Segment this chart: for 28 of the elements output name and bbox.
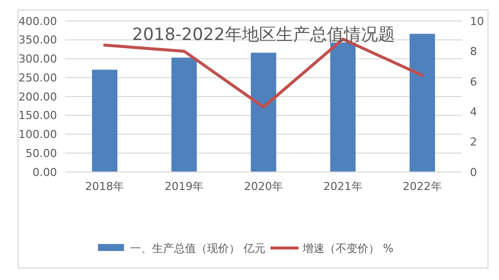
bar [92, 70, 118, 172]
bar [330, 42, 356, 172]
y-tick-label: 50.00 [26, 146, 57, 160]
y2-tick-label: 8 [470, 45, 477, 58]
x-tick-label: 2021年 [323, 180, 362, 193]
y-tick-label: 350.00 [18, 34, 57, 47]
y-tick-label: 300.00 [18, 52, 57, 66]
bar [250, 52, 276, 172]
y-tick-label: 0.00 [32, 166, 57, 179]
bar [410, 34, 436, 172]
y2-tick-label: 10 [470, 14, 484, 28]
x-tick-label: 2018年 [85, 180, 124, 193]
y-tick-label: 150.00 [18, 109, 57, 122]
bar [171, 58, 197, 172]
x-tick-label: 2019年 [164, 180, 204, 193]
x-tick-label: 2022年 [402, 180, 442, 193]
legend-label: 增速（不变价） % [302, 242, 394, 255]
x-tick-label: 2020年 [244, 180, 283, 193]
chart-title: 2018-2022年地区生产总值情况题 [132, 25, 395, 45]
legend-label: 一、生产总值（现价） 亿元 [130, 242, 266, 255]
y-tick-label: 400.00 [18, 14, 57, 28]
y2-tick-label: 2 [470, 136, 477, 149]
y2-tick-label: 6 [470, 75, 477, 88]
y-tick-label: 100.00 [18, 128, 57, 142]
y-tick-label: 250.00 [18, 71, 57, 84]
y2-tick-label: 4 [470, 105, 477, 118]
y-tick-label: 200.00 [18, 90, 57, 104]
y2-tick-label: 0 [470, 166, 477, 179]
